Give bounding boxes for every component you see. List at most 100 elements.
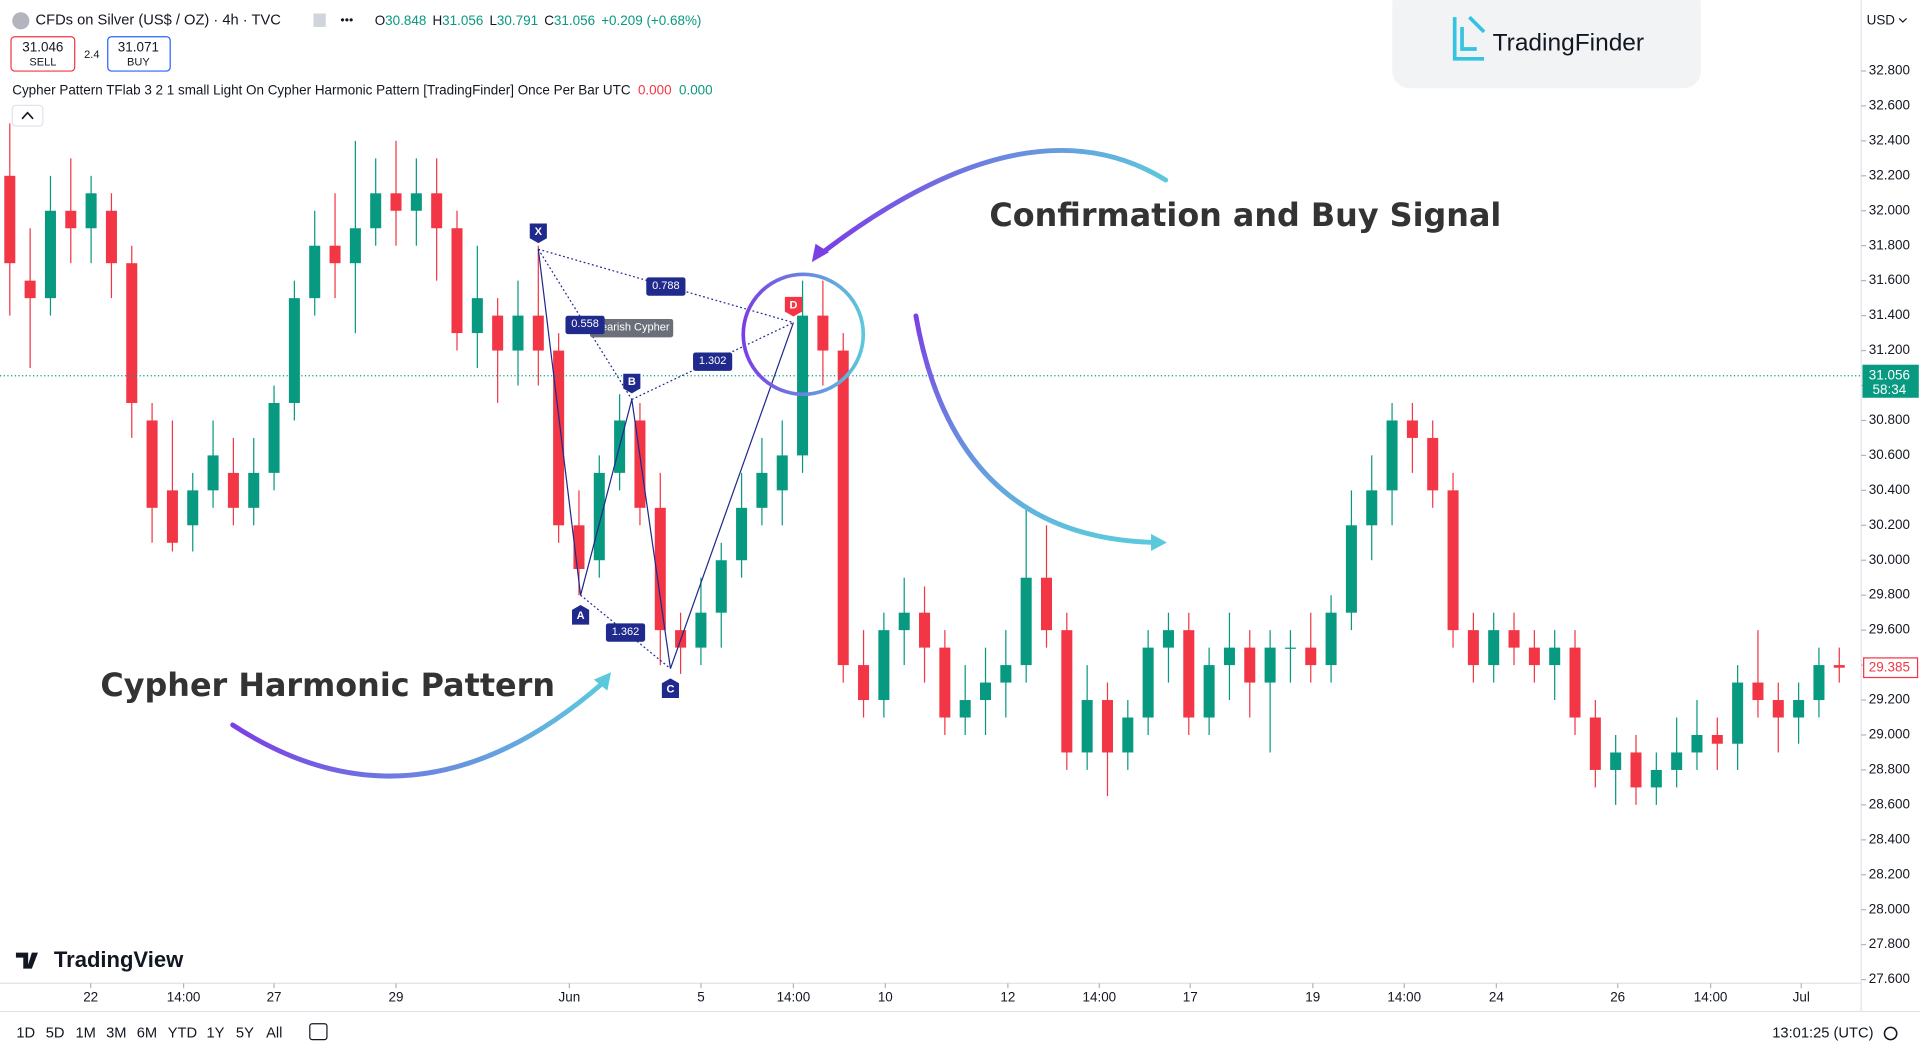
candle-body [898, 612, 910, 631]
x-tick-label: 14:00 [1387, 990, 1421, 1005]
range-button[interactable]: All [266, 1025, 282, 1041]
candle-body [1386, 420, 1398, 491]
candle-body [1020, 577, 1032, 666]
range-button[interactable]: YTD [168, 1025, 197, 1041]
candle-body [1345, 525, 1357, 613]
range-button[interactable]: 6M [137, 1025, 157, 1041]
pattern-leg [537, 249, 794, 669]
arrow [230, 680, 605, 779]
currency[interactable]: USD [1867, 12, 1896, 27]
candle-body [715, 560, 727, 613]
y-tick-label: 29.600 [1869, 622, 1910, 637]
candle-body [959, 700, 971, 718]
candle-body [370, 193, 382, 229]
candle-body [1081, 700, 1093, 753]
pattern-point-label: C [666, 683, 674, 695]
ohlc-key: L [489, 12, 497, 27]
candle-body [512, 315, 524, 351]
ratio-box [605, 623, 646, 642]
candle-body [736, 507, 748, 561]
x-tick-label: 14:00 [777, 990, 811, 1005]
candle-body [1223, 647, 1235, 666]
range-button[interactable]: 5Y [236, 1025, 254, 1041]
annotation: Cypher Harmonic Pattern [100, 666, 555, 704]
calendar-icon[interactable] [309, 1023, 328, 1041]
candle-body [1467, 630, 1479, 666]
y-tick-label: 28.000 [1869, 901, 1910, 916]
candle-body [1650, 769, 1662, 788]
candle-body [227, 472, 239, 508]
brand-name: TradingFinder [1493, 30, 1644, 57]
ratio-label: 1.362 [612, 626, 640, 638]
candle-body [1589, 717, 1601, 770]
ratio-box [646, 277, 686, 296]
arrow [820, 147, 1169, 255]
range-bar: 1D 5D 1M 3M 6M YTD 1Y 5Y All [16, 1025, 282, 1041]
candle-body [1427, 437, 1439, 491]
symbol-icon [12, 12, 30, 30]
range-button[interactable]: 1M [76, 1025, 96, 1041]
settings-icon[interactable] [1883, 1026, 1898, 1041]
candle-body [1203, 665, 1215, 718]
pattern-point-label: A [577, 610, 585, 622]
x-tick-label: 27 [267, 990, 282, 1005]
collapse-icon [21, 111, 34, 120]
range-button[interactable]: 1Y [207, 1025, 225, 1041]
sell-button[interactable] [10, 36, 76, 72]
range-button[interactable]: 1D [16, 1025, 35, 1041]
indicator-legend: Cypher Pattern TFlab 3 2 1 small Light O… [12, 82, 712, 97]
candle-body [858, 665, 870, 701]
flag-icon[interactable] [313, 13, 326, 27]
brand-box [1392, 0, 1701, 89]
candle-body [1569, 647, 1581, 718]
range-button[interactable]: 5D [46, 1025, 65, 1041]
ohlc-value: 31.056 [442, 12, 483, 27]
candle-body [1325, 612, 1337, 666]
y-tick-label: 31.800 [1869, 237, 1910, 252]
candle-body [4, 175, 16, 264]
plot-area [0, 123, 1862, 805]
y-tick-label: 31.600 [1869, 272, 1910, 287]
x-tick-label: 14:00 [1694, 990, 1728, 1005]
pattern-name-box [589, 318, 674, 338]
range-button[interactable]: 3M [106, 1025, 126, 1041]
y-tick-label: 32.800 [1869, 63, 1910, 78]
y-tick-label: 29.000 [1869, 727, 1910, 742]
pattern-layer: Bearish Cypher 0.788 0.558 1.302 1.362 X A B C D [529, 223, 802, 698]
candle-body [1528, 647, 1540, 666]
pattern-dotted-leg [538, 248, 794, 324]
brand-icon [1452, 15, 1486, 61]
x-tick-label: 19 [1305, 990, 1320, 1005]
candle-body [980, 682, 992, 701]
candle-body [1630, 752, 1642, 788]
x-tick-label: 22 [83, 990, 98, 1005]
axes: 27.600 27.800 28.000 28.200 28.400 28.600 28.8… [83, 63, 1919, 1005]
y-tick-label: 29.200 [1869, 692, 1910, 707]
sell-price: 31.046 [22, 39, 63, 54]
candle-body [166, 490, 178, 543]
y-tick-label: 28.800 [1869, 762, 1910, 777]
ohlc-change: +0.209 (+0.68%) [601, 12, 701, 27]
candle-body [817, 315, 829, 351]
y-tick-label: 30.800 [1869, 412, 1910, 427]
arrow-head [593, 672, 612, 691]
candle-body [939, 647, 951, 718]
ohlc-value: 30.848 [385, 12, 426, 27]
candle-body [553, 350, 565, 526]
y-tick-label: 27.600 [1869, 971, 1910, 986]
candle-body [593, 472, 605, 561]
candle-body [44, 210, 56, 299]
candle-body [24, 280, 36, 299]
y-tick-label: 28.200 [1869, 866, 1910, 881]
countdown: 58:34 [1873, 382, 1907, 397]
last-price-label: 31.056 [1869, 367, 1910, 382]
candle-body [837, 350, 849, 666]
candle-body [207, 455, 219, 491]
currency-caret [1898, 17, 1907, 23]
y-tick-label: 32.000 [1869, 202, 1910, 217]
buy-button[interactable] [107, 36, 171, 72]
more-button[interactable]: ••• [340, 13, 353, 27]
collapse-button[interactable] [11, 104, 44, 127]
